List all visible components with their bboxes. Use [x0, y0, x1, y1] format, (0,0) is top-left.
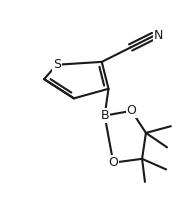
Text: S: S [53, 58, 61, 71]
Text: N: N [154, 30, 163, 42]
Text: O: O [108, 156, 118, 169]
Text: O: O [127, 104, 137, 117]
Text: B: B [100, 109, 109, 122]
